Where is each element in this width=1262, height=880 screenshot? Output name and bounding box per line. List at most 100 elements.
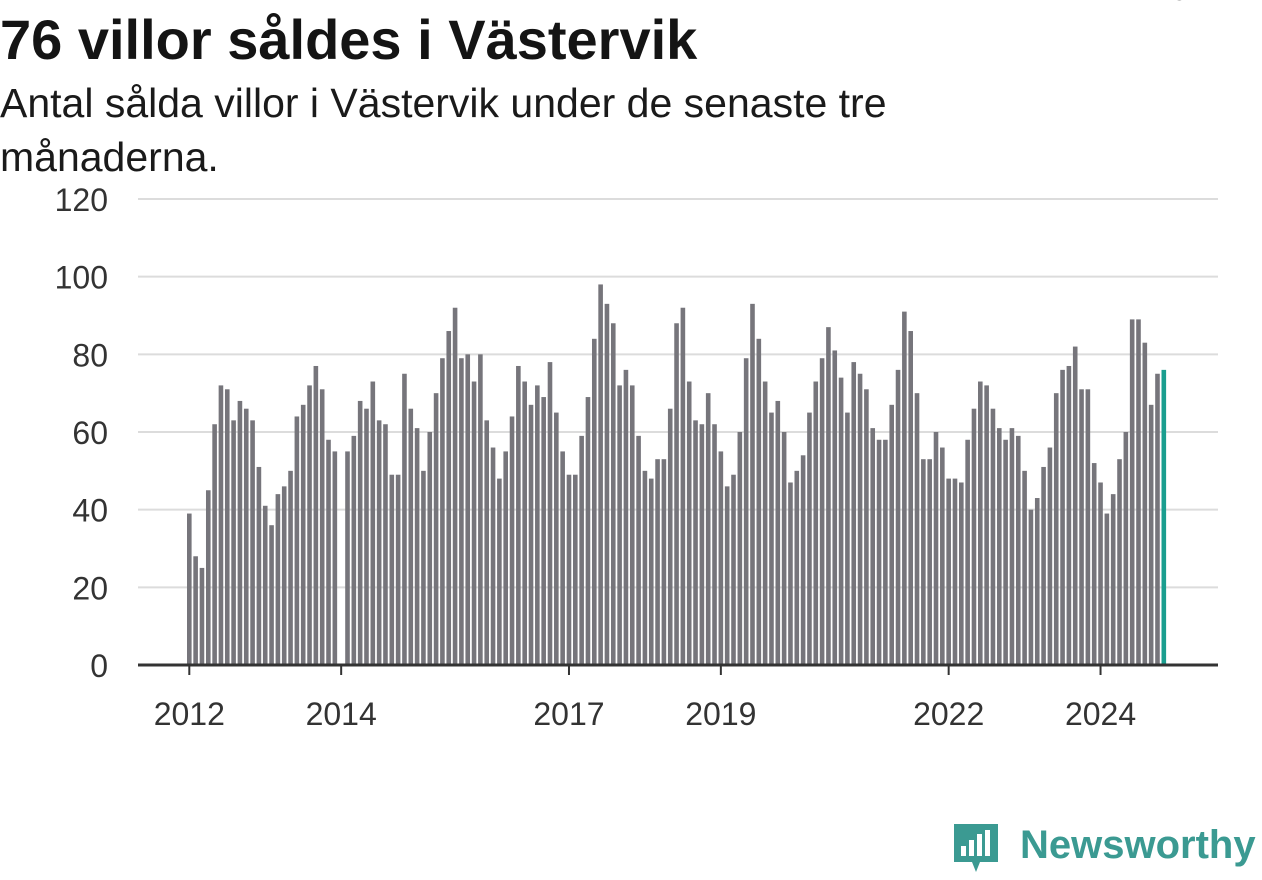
bar bbox=[585, 397, 591, 665]
bar bbox=[421, 470, 426, 665]
bar bbox=[452, 307, 458, 665]
bar bbox=[376, 420, 382, 665]
bar bbox=[731, 474, 736, 665]
bar bbox=[1047, 447, 1053, 665]
bar bbox=[262, 505, 268, 665]
bar bbox=[1148, 404, 1154, 665]
bar bbox=[965, 439, 970, 665]
bar bbox=[440, 358, 445, 665]
bar bbox=[680, 307, 686, 665]
bar bbox=[471, 381, 477, 665]
bar bbox=[661, 459, 667, 665]
bar bbox=[243, 408, 249, 665]
bar bbox=[300, 404, 306, 665]
bar bbox=[971, 408, 977, 665]
bar bbox=[231, 420, 236, 665]
bar bbox=[718, 451, 724, 665]
bar bbox=[573, 474, 578, 665]
bar bbox=[838, 377, 844, 665]
bar bbox=[1003, 439, 1008, 665]
bar bbox=[800, 455, 806, 665]
bar bbox=[408, 408, 414, 665]
bar bbox=[433, 393, 439, 665]
bar bbox=[1136, 319, 1141, 665]
bar bbox=[996, 428, 1002, 665]
bar bbox=[541, 397, 546, 665]
bar bbox=[370, 381, 376, 665]
bar bbox=[1053, 393, 1059, 665]
bar bbox=[503, 451, 508, 665]
bar bbox=[516, 365, 521, 665]
bar bbox=[566, 474, 572, 665]
bar bbox=[655, 459, 660, 665]
bar bbox=[193, 556, 198, 665]
bar bbox=[642, 470, 648, 665]
bar bbox=[187, 513, 192, 665]
bar bbox=[743, 358, 749, 665]
bar bbox=[395, 474, 401, 665]
bar bbox=[864, 389, 869, 665]
bar bbox=[984, 385, 989, 665]
bar bbox=[952, 478, 958, 665]
bar bbox=[686, 381, 692, 665]
bar bbox=[509, 416, 515, 665]
bar bbox=[535, 385, 540, 665]
y-tick-label: 20 bbox=[72, 570, 108, 606]
bar bbox=[610, 323, 616, 665]
bar bbox=[1085, 389, 1091, 665]
bar bbox=[288, 470, 293, 665]
bar bbox=[845, 412, 850, 665]
bar bbox=[528, 404, 534, 665]
bar bbox=[383, 424, 388, 665]
bar bbox=[389, 474, 395, 665]
bar bbox=[895, 369, 901, 665]
y-tick-label: 100 bbox=[55, 260, 108, 296]
bar bbox=[978, 381, 983, 665]
bar bbox=[269, 525, 274, 665]
bar bbox=[762, 381, 768, 665]
bar-latest bbox=[1161, 369, 1167, 665]
bar bbox=[769, 412, 774, 665]
bar bbox=[940, 447, 945, 665]
bar bbox=[921, 459, 926, 665]
bar bbox=[832, 350, 838, 665]
bar bbox=[693, 420, 698, 665]
bar bbox=[1142, 342, 1148, 665]
bar bbox=[648, 478, 654, 665]
bar bbox=[1091, 463, 1097, 665]
bar bbox=[724, 486, 730, 665]
x-tick-label: 2022 bbox=[913, 696, 984, 732]
bar bbox=[427, 432, 433, 665]
bar bbox=[560, 451, 565, 665]
bar bbox=[598, 284, 603, 665]
bar bbox=[1022, 470, 1027, 665]
bar bbox=[281, 486, 287, 665]
bar bbox=[579, 435, 584, 665]
bar bbox=[294, 416, 300, 665]
bar bbox=[756, 338, 762, 665]
bar bbox=[674, 323, 679, 665]
bar bbox=[1072, 346, 1078, 665]
chart-title: 76 villor såldes i Västervik bbox=[0, 8, 698, 71]
newsworthy-logo: Newsworthy bbox=[950, 818, 1260, 878]
chart-subtitle: Antal sålda villor i Västervik under de … bbox=[0, 80, 887, 180]
bar bbox=[326, 439, 331, 665]
bar bbox=[1015, 435, 1021, 665]
bar bbox=[819, 358, 825, 665]
bar bbox=[522, 381, 527, 665]
bar bbox=[826, 327, 831, 665]
y-tick-label: 60 bbox=[72, 415, 108, 451]
bar bbox=[883, 439, 888, 665]
bar bbox=[554, 412, 559, 665]
bar bbox=[781, 432, 787, 665]
bar bbox=[1098, 482, 1103, 665]
bar bbox=[547, 362, 553, 665]
bar bbox=[946, 478, 951, 665]
bar bbox=[478, 354, 483, 665]
bar bbox=[908, 331, 913, 665]
bar bbox=[876, 439, 882, 665]
bar bbox=[199, 567, 205, 665]
bar bbox=[307, 385, 312, 665]
bar bbox=[1009, 428, 1015, 665]
